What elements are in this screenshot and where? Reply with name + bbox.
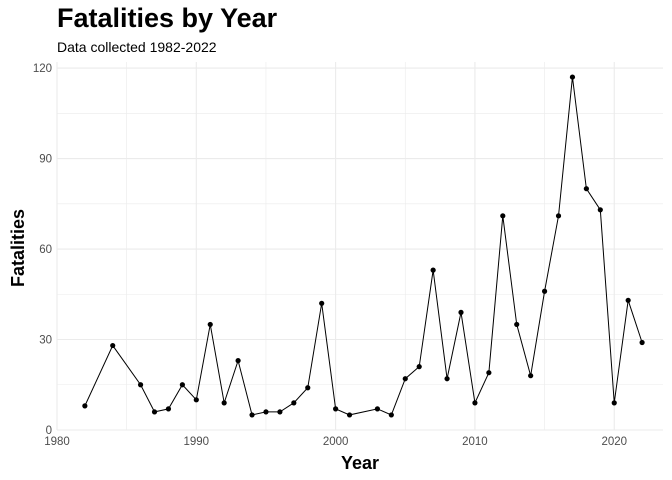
- data-point: [416, 364, 422, 370]
- data-point: [179, 382, 185, 388]
- data-point: [569, 74, 576, 80]
- y-tick-label: 30: [39, 335, 52, 347]
- chart-subtitle: Data collected 1982-2022: [57, 39, 217, 55]
- series-line-group: [84, 77, 643, 416]
- y-tick-label: 120: [33, 63, 52, 75]
- data-point: [333, 406, 339, 412]
- x-tick-label: 2010: [462, 436, 488, 448]
- data-point: [597, 207, 603, 213]
- minor-gridlines: [57, 62, 663, 430]
- data-point: [444, 376, 450, 382]
- data-point: [305, 385, 311, 391]
- data-point: [458, 309, 464, 315]
- data-point: [82, 403, 88, 409]
- data-point: [263, 409, 269, 415]
- data-point: [430, 267, 436, 273]
- data-point: [277, 409, 283, 415]
- data-point: [235, 358, 241, 364]
- y-tick-label: 60: [39, 244, 52, 256]
- x-tick-label: 1990: [184, 436, 210, 448]
- data-point: [374, 406, 381, 412]
- data-point: [110, 342, 116, 349]
- chart-title: Fatalities by Year: [57, 3, 278, 33]
- data-point: [402, 376, 408, 382]
- data-point: [388, 412, 394, 418]
- data-point: [528, 373, 534, 379]
- data-point: [639, 339, 645, 346]
- data-point: [514, 321, 520, 328]
- x-tick-label: 1980: [44, 436, 70, 448]
- data-point: [583, 186, 589, 192]
- data-point: [207, 321, 213, 328]
- data-point: [193, 397, 199, 403]
- data-point: [221, 400, 227, 406]
- data-point: [611, 400, 617, 406]
- y-axis-title: Fatalities: [8, 209, 28, 287]
- y-tick-label: 0: [46, 425, 52, 437]
- data-point: [137, 382, 144, 388]
- data-point: [486, 370, 492, 376]
- data-point: [291, 400, 297, 406]
- x-axis-ticks: 1980 1990 2000 2010 2020: [44, 436, 627, 448]
- series-line: [84, 77, 643, 416]
- series-points-group: [82, 74, 645, 418]
- x-tick-label: 2020: [601, 436, 627, 448]
- major-gridlines: [56, 62, 663, 431]
- y-axis-ticks: 0 30 60 90 120: [33, 63, 52, 437]
- x-axis-title: Year: [341, 453, 379, 473]
- data-point: [500, 213, 506, 219]
- data-point: [319, 300, 325, 306]
- y-tick-label: 90: [39, 154, 52, 166]
- data-point: [625, 297, 631, 303]
- data-point: [249, 412, 255, 418]
- data-point: [151, 409, 158, 415]
- data-point: [541, 288, 548, 294]
- x-tick-label: 2000: [323, 436, 349, 448]
- data-point: [165, 406, 172, 412]
- data-point: [346, 412, 353, 418]
- data-point: [555, 213, 562, 219]
- data-point: [472, 400, 478, 406]
